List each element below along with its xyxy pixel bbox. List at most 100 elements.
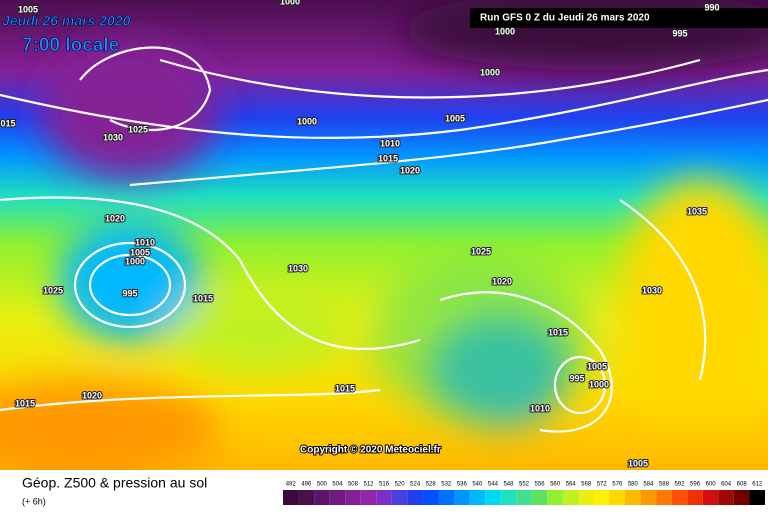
scale-label: 576	[612, 482, 623, 488]
scale-cell	[376, 490, 392, 505]
date: Jeudi 26 mars 2020	[2, 13, 131, 29]
scale-cell	[298, 490, 315, 505]
scale-cell	[329, 490, 346, 505]
scale-cell	[454, 490, 470, 505]
isobar-label: 1035	[687, 206, 707, 216]
scale-label: 536	[457, 482, 468, 488]
scale-cell	[500, 490, 517, 505]
scale-label: 564	[566, 482, 577, 488]
scale-label: 520	[395, 482, 406, 488]
scale-cell	[562, 490, 579, 505]
scale-label: 556	[535, 482, 546, 488]
caption-step: (+ 6h)	[22, 496, 46, 506]
scale-label: 512	[364, 482, 375, 488]
scale-cell	[391, 490, 408, 505]
isobar-label: 1005	[130, 247, 150, 257]
scale-label: 540	[472, 482, 483, 488]
scale-label: 600	[706, 482, 717, 488]
scale-label: 588	[659, 482, 670, 488]
scale-cell	[422, 490, 439, 505]
isobar-label: 1015	[335, 383, 355, 393]
isobar-label: 1025	[128, 124, 148, 134]
scale-cell	[593, 490, 610, 505]
scale-label: 608	[737, 482, 748, 488]
isobar-label: 1030	[642, 285, 662, 295]
scale-cell	[485, 490, 501, 505]
scale-label: 568	[581, 482, 592, 488]
isobars	[0, 46, 768, 433]
scale-cell	[407, 490, 423, 505]
isobar-label: 1000	[280, 0, 300, 6]
scale-label: 612	[752, 482, 763, 488]
scale-label: 504	[332, 482, 343, 488]
isobar-label: 1015	[193, 293, 213, 303]
isobar-label: 1030	[288, 263, 308, 273]
scale-label: 596	[690, 482, 701, 488]
scale-label: 528	[426, 482, 437, 488]
scale-cell	[360, 490, 377, 505]
isobar-label: 990	[704, 2, 719, 12]
isobar-label: 1010	[530, 403, 550, 413]
scale-cell	[625, 490, 641, 505]
scale-cell	[469, 490, 486, 505]
scale-label: 524	[410, 482, 421, 488]
scale-label: 572	[597, 482, 608, 488]
scale-cell	[345, 490, 361, 505]
isobar-label: 1000	[589, 379, 609, 389]
isobar-label: 1030	[103, 132, 123, 142]
scale-cell	[656, 490, 672, 505]
scale-cell	[749, 490, 765, 505]
scale-label: 580	[628, 482, 639, 488]
copyright: Copyright © 2020 Meteociel.fr	[300, 445, 441, 456]
scale-label: 552	[519, 482, 530, 488]
run-box	[470, 8, 768, 28]
caption-title: Géop. Z500 & pression au sol	[22, 475, 207, 491]
scale-cell	[640, 490, 657, 505]
scale-label: 548	[503, 482, 514, 488]
isobar-label: 1000	[480, 67, 500, 77]
scale-label: 544	[488, 482, 499, 488]
isobar-label: 1010	[135, 237, 155, 247]
isobar-label: 1015	[548, 327, 568, 337]
scale-cell	[718, 490, 734, 505]
scale-label: 584	[643, 482, 654, 488]
scale-cell	[671, 490, 688, 505]
isobar-label: 1000	[297, 116, 317, 126]
scale-label: 496	[301, 482, 312, 488]
isobar-label: 015	[0, 118, 15, 128]
scale-cell	[687, 490, 703, 505]
scale-cell	[702, 490, 719, 505]
run-info: Run GFS 0 Z du Jeudi 26 mars 2020	[480, 13, 650, 24]
scale-label: 516	[379, 482, 390, 488]
scale-label: 500	[317, 482, 328, 488]
isobar-label: 1020	[400, 165, 420, 175]
isobar-label: 1005	[445, 113, 465, 123]
isobar-label: 1005	[587, 361, 607, 371]
scale-cell	[609, 490, 626, 505]
scale-cell	[516, 490, 532, 505]
isobar-label: 1015	[15, 398, 35, 408]
isobar-label: 1025	[43, 285, 63, 295]
isobar-label: 995	[569, 373, 584, 383]
isobar-label: 1020	[492, 276, 512, 286]
color-scale: 492 496 500 504 508 512 516 520 524 528 532 536 540 5…	[283, 482, 765, 505]
isobar-label: 995	[672, 28, 687, 38]
scale-cell	[578, 490, 594, 505]
scale-cell	[314, 490, 330, 505]
scale-cell	[531, 490, 548, 505]
isobar-label: 995	[122, 288, 137, 298]
scale-cell	[547, 490, 563, 505]
scale-cell	[438, 490, 455, 505]
map-area	[0, 0, 768, 470]
isobar-label: 1005	[628, 458, 648, 468]
isobar-label: 1015	[378, 153, 398, 163]
scale-cell	[733, 490, 750, 505]
isobar-label: 1020	[82, 390, 102, 400]
isobar-label: 1020	[105, 213, 125, 223]
scale-label: 508	[348, 482, 359, 488]
scale-cell	[283, 490, 299, 505]
isobar-label: 1000	[495, 26, 515, 36]
scale-label: 592	[674, 482, 685, 488]
